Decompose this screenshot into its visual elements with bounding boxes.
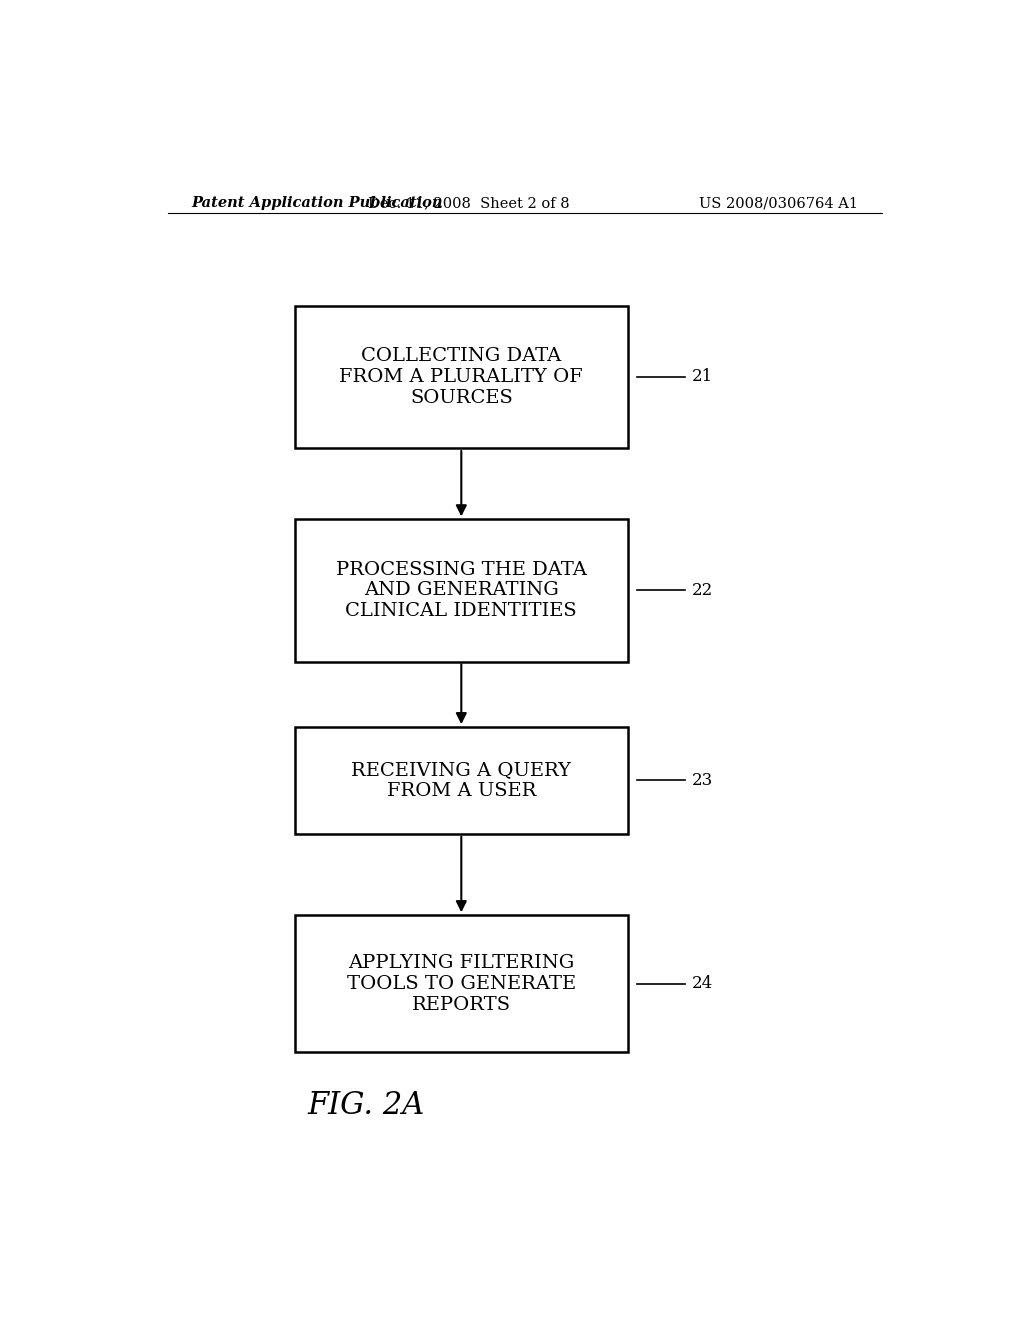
Text: 24: 24 [691, 975, 713, 993]
Bar [295, 915, 628, 1052]
Text: US 2008/0306764 A1: US 2008/0306764 A1 [699, 197, 858, 210]
Text: RECEIVING A QUERY
FROM A USER: RECEIVING A QUERY FROM A USER [351, 762, 571, 800]
Text: PROCESSING THE DATA
AND GENERATING
CLINICAL IDENTITIES: PROCESSING THE DATA AND GENERATING CLINI… [336, 561, 587, 620]
Text: 21: 21 [691, 368, 713, 385]
Bar [295, 519, 628, 661]
Bar [295, 727, 628, 834]
Bar [295, 306, 628, 447]
Text: 23: 23 [691, 772, 713, 789]
Text: Dec. 11, 2008  Sheet 2 of 8: Dec. 11, 2008 Sheet 2 of 8 [369, 197, 570, 210]
Text: 22: 22 [691, 582, 713, 599]
Text: FIG. 2A: FIG. 2A [307, 1090, 425, 1121]
Text: Patent Application Publication: Patent Application Publication [191, 197, 443, 210]
Text: COLLECTING DATA
FROM A PLURALITY OF
SOURCES: COLLECTING DATA FROM A PLURALITY OF SOUR… [339, 347, 584, 407]
Text: APPLYING FILTERING
TOOLS TO GENERATE
REPORTS: APPLYING FILTERING TOOLS TO GENERATE REP… [347, 954, 575, 1014]
